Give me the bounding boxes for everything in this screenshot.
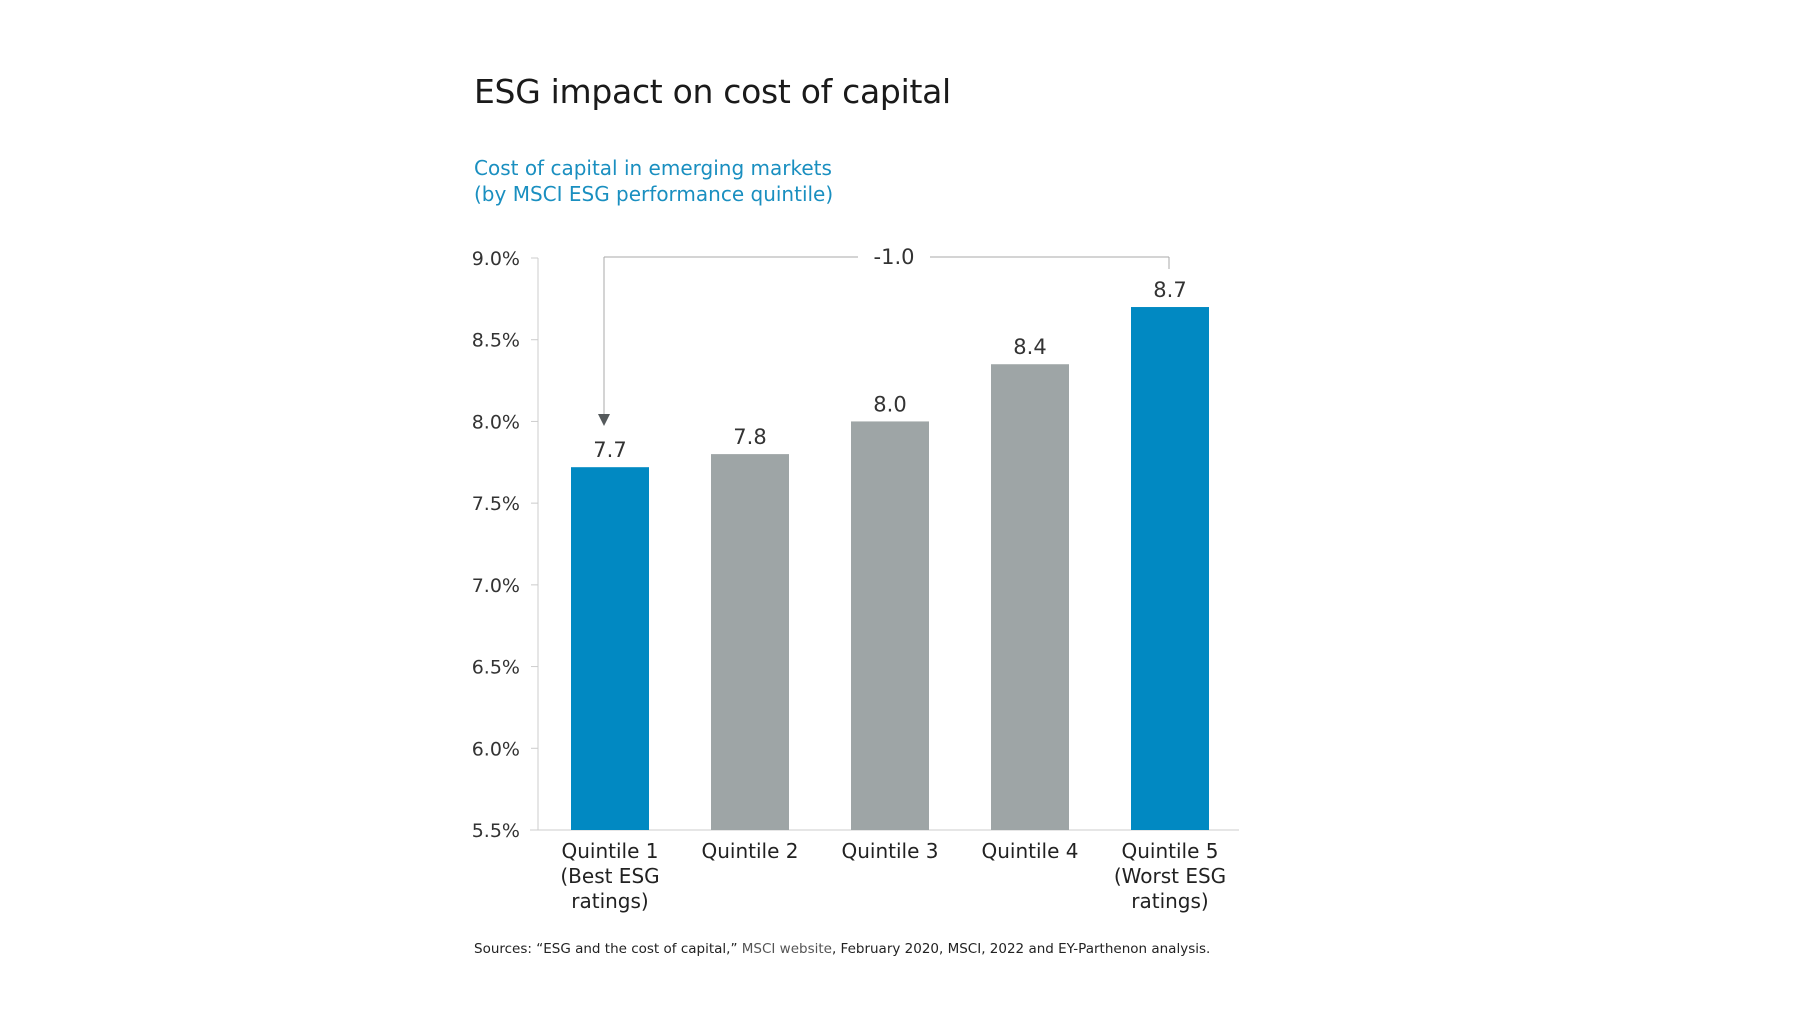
x-tick-label: Quintile 5 <box>1122 839 1219 863</box>
x-tick-label: Quintile 1 <box>562 839 659 863</box>
bar-quintile-3 <box>851 421 929 830</box>
x-tick-label: Quintile 4 <box>982 839 1079 863</box>
sources-prefix: Sources: “ESG and the cost of capital,” <box>474 941 742 957</box>
y-tick-label: 8.5% <box>472 330 520 352</box>
difference-label: -1.0 <box>874 245 915 269</box>
arrow-down-icon <box>598 414 610 426</box>
y-tick-label: 6.5% <box>472 657 520 679</box>
y-tick-label: 7.0% <box>472 575 520 597</box>
y-tick-label: 9.0% <box>472 248 520 270</box>
x-tick-label: Quintile 2 <box>702 839 799 863</box>
sources-suffix: , February 2020, MSCI, 2022 and EY-Parth… <box>831 941 1211 957</box>
subtitle-line-1: Cost of capital in emerging markets <box>474 156 832 180</box>
data-label: 7.8 <box>733 425 766 449</box>
sources-note: Sources: “ESG and the cost of capital,” … <box>474 941 1210 957</box>
subtitle-line-2: (by MSCI ESG performance quintile) <box>474 182 834 206</box>
y-tick-label: 5.5% <box>472 820 520 842</box>
y-tick-label: 7.5% <box>472 493 520 515</box>
data-label: 7.7 <box>593 438 626 462</box>
data-label: 8.4 <box>1013 335 1046 359</box>
chart-subtitle: Cost of capital in emerging markets (by … <box>474 155 833 207</box>
chart-title: ESG impact on cost of capital <box>474 72 951 111</box>
data-label: 8.0 <box>873 392 906 416</box>
y-tick-label: 8.0% <box>472 411 520 433</box>
x-tick-label: ratings) <box>1131 889 1208 913</box>
x-tick-label: (Best ESG <box>560 864 659 888</box>
x-tick-label: ratings) <box>571 889 648 913</box>
bar-quintile-5 <box>1131 307 1209 830</box>
x-tick-label: Quintile 3 <box>842 839 939 863</box>
bar-quintile-1 <box>571 467 649 830</box>
msci-website-link[interactable]: MSCI website <box>741 941 832 957</box>
bars <box>571 307 1209 830</box>
bar-quintile-4 <box>991 364 1069 830</box>
bar-quintile-2 <box>711 454 789 830</box>
difference-annotation: -1.0 <box>598 245 1170 426</box>
x-tick-label: (Worst ESG <box>1114 864 1226 888</box>
data-label: 8.7 <box>1153 278 1186 302</box>
y-tick-label: 6.0% <box>472 738 520 760</box>
data-labels: 7.7 7.8 8.0 8.4 8.7 <box>593 278 1186 462</box>
